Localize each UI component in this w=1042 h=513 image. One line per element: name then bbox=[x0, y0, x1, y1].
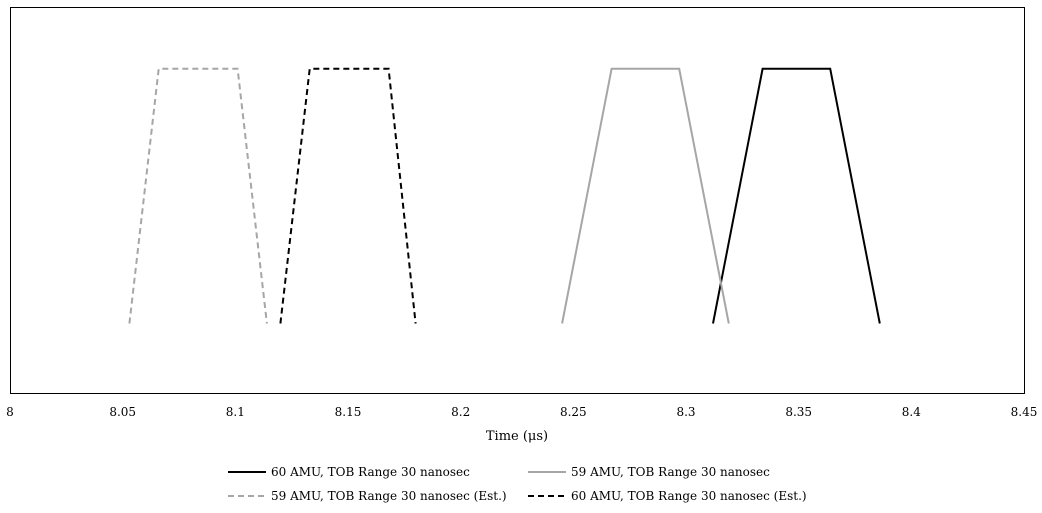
x-tick-labels: 8 8.05 8.1 8.15 8.2 8.25 8.3 8.35 8.4 8.45 bbox=[6, 405, 1037, 419]
x-tick-label: 8.2 bbox=[451, 405, 470, 419]
x-tick-label: 8.1 bbox=[226, 405, 245, 419]
x-tick-label: 8.15 bbox=[335, 405, 362, 419]
series-line-4 bbox=[279, 67, 417, 324]
legend: 60 AMU, TOB Range 30 nanosec 59 AMU, TOB … bbox=[228, 465, 807, 503]
x-tick-label: 8 bbox=[6, 405, 14, 419]
series-layer bbox=[128, 67, 881, 324]
legend-label-3: 59 AMU, TOB Range 30 nanosec (Est.) bbox=[271, 489, 507, 503]
series-line-3 bbox=[128, 67, 268, 324]
plot-area bbox=[10, 7, 1025, 394]
x-tick-label: 8.25 bbox=[560, 405, 587, 419]
x-tick-label: 8.3 bbox=[676, 405, 695, 419]
series-line-2 bbox=[561, 67, 730, 324]
x-tick-label: 8.4 bbox=[902, 405, 921, 419]
x-tick-label: 8.35 bbox=[785, 405, 812, 419]
legend-label-2: 59 AMU, TOB Range 30 nanosec bbox=[571, 465, 770, 479]
legend-label-4: 60 AMU, TOB Range 30 nanosec (Est.) bbox=[571, 489, 807, 503]
x-tick-label: 8.45 bbox=[1011, 405, 1038, 419]
legend-label-1: 60 AMU, TOB Range 30 nanosec bbox=[271, 465, 470, 479]
x-tick-label: 8.05 bbox=[109, 405, 136, 419]
x-axis-title: Time (μs) bbox=[486, 429, 548, 444]
series-line-1 bbox=[712, 67, 881, 324]
